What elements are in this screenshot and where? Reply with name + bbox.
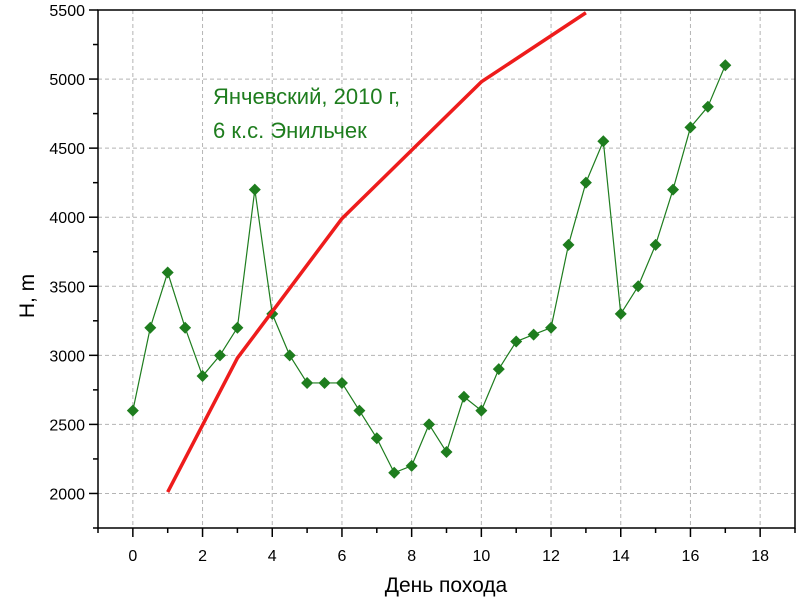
data-point bbox=[370, 432, 383, 445]
y-tick-label: 4000 bbox=[49, 210, 85, 227]
data-point bbox=[353, 404, 366, 417]
data-point bbox=[283, 349, 296, 362]
y-tick-label: 5000 bbox=[49, 72, 85, 89]
y-tick-label: 3500 bbox=[49, 279, 85, 296]
x-axis-label: День похода bbox=[384, 574, 508, 597]
x-tick-label: 10 bbox=[472, 548, 490, 565]
data-point bbox=[405, 459, 418, 472]
data-point bbox=[457, 390, 470, 403]
data-point bbox=[614, 307, 627, 320]
x-tick-label: 16 bbox=[682, 548, 700, 565]
data-point bbox=[667, 183, 680, 196]
data-point bbox=[701, 100, 714, 113]
x-tick-label: 8 bbox=[407, 548, 416, 565]
y-tick-label: 5500 bbox=[49, 3, 85, 20]
data-point bbox=[597, 135, 610, 148]
data-point bbox=[161, 266, 174, 279]
data-point bbox=[632, 280, 645, 293]
annotation-line-1: Янчевский, 2010 г, bbox=[213, 84, 401, 109]
y-tick-label: 4500 bbox=[49, 141, 85, 158]
x-tick-label: 12 bbox=[542, 548, 560, 565]
data-point bbox=[301, 376, 314, 389]
series-layer bbox=[126, 11, 732, 493]
data-point bbox=[562, 238, 575, 251]
x-tick-label: 4 bbox=[268, 548, 277, 565]
data-point bbox=[318, 376, 331, 389]
data-point bbox=[579, 176, 592, 189]
data-point bbox=[335, 376, 348, 389]
data-point bbox=[440, 446, 453, 459]
data-point bbox=[126, 404, 139, 417]
data-point bbox=[179, 321, 192, 334]
data-point bbox=[475, 404, 488, 417]
grid-lines bbox=[98, 9, 795, 528]
x-tick-label: 14 bbox=[612, 548, 630, 565]
data-point bbox=[719, 59, 732, 72]
data-point bbox=[492, 363, 505, 376]
data-point bbox=[510, 335, 523, 348]
y-tick-label: 2500 bbox=[49, 417, 85, 434]
data-point bbox=[196, 370, 209, 383]
y-axis-label: H, m bbox=[16, 273, 39, 319]
data-point bbox=[423, 418, 436, 431]
annotation-line-2: 6 к.с. Энильчек bbox=[213, 118, 367, 143]
data-point bbox=[213, 349, 226, 362]
x-tick-label: 6 bbox=[337, 548, 346, 565]
data-point bbox=[545, 321, 558, 334]
y-tick-label: 3000 bbox=[49, 348, 85, 365]
data-point bbox=[144, 321, 157, 334]
ticks: 0 2 4 6 8 10 12 14 16 18 2000 2500 3000 3500 4000 4500 5… bbox=[49, 3, 796, 565]
x-tick-label: 0 bbox=[128, 548, 137, 565]
data-point bbox=[231, 321, 244, 334]
x-tick-label: 2 bbox=[198, 548, 207, 565]
series-line-2 bbox=[166, 11, 587, 493]
data-point bbox=[649, 238, 662, 251]
data-point bbox=[388, 466, 401, 479]
x-tick-label: 18 bbox=[751, 548, 769, 565]
y-tick-label: 2000 bbox=[49, 486, 85, 503]
data-point bbox=[527, 328, 540, 341]
data-point bbox=[684, 121, 697, 134]
data-point bbox=[248, 183, 261, 196]
